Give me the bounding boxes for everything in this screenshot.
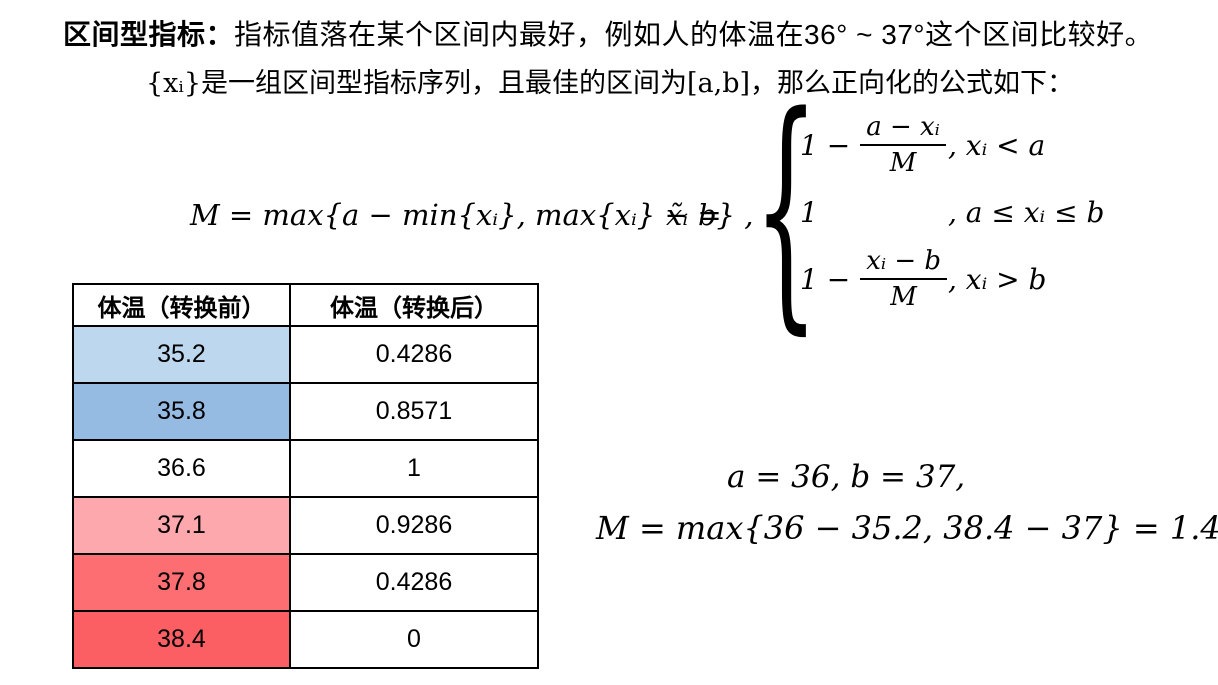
cell-before: 38.4 [72,610,291,669]
header-before: 体温（转换前） [72,283,291,327]
case-pre: 1 − [800,128,851,162]
cell-after: 0.8571 [289,382,539,441]
case-condition: , a ≤ xᵢ ≤ b [948,195,1105,229]
formula-intro-line: {xᵢ}是一组区间型指标序列，且最佳的区间为[a,b]，那么正向化的公式如下： [146,68,1075,99]
cell-after: 0.9286 [289,496,539,555]
m-definition-formula: M = max{a − min{xᵢ}, max{xᵢ} − b} , [190,198,754,232]
cell-after: 0.4286 [289,325,539,384]
table-row: 35.2 0.4286 [72,325,539,384]
table-row: 37.1 0.9286 [72,496,539,555]
cell-after: 0 [289,610,539,669]
table-row: 35.8 0.8571 [72,382,539,441]
case-value: 1 − a − xᵢ M [800,112,948,178]
piecewise-brace: { [748,85,824,337]
cell-after: 0.4286 [289,553,539,612]
x-tilde-equals: x̃ᵢ = [666,198,722,232]
title-line: 区间型指标：指标值落在某个区间内最好，例如人的体温在36° ~ 37°这个区间比… [63,13,1153,53]
fraction-numerator: a − xᵢ [860,112,946,146]
example-ab-values: a = 36, b = 37, [727,459,966,495]
table-header-row: 体温（转换前） 体温（转换后） [72,283,539,327]
case-below-interval: 1 − a − xᵢ M , xᵢ < a [800,112,1104,178]
fraction: a − xᵢ M [860,112,946,178]
title-term: 区间型指标： [63,19,235,50]
case-above-interval: 1 − xᵢ − b M , xᵢ > b [800,246,1104,312]
header-after: 体温（转换后） [289,283,539,327]
curly-brace-glyph: { [753,65,819,357]
case-value: 1 [800,196,948,229]
case-condition: , xᵢ > b [948,262,1047,296]
cell-before: 35.2 [72,325,291,384]
case-within-interval: 1 , a ≤ xᵢ ≤ b [800,196,1104,229]
temperature-table: 体温（转换前） 体温（转换后） 35.2 0.4286 35.8 0.8571 … [72,283,539,669]
fraction-denominator: M [890,282,917,312]
table-row: 38.4 0 [72,610,539,669]
case-value: 1 − xᵢ − b M [800,246,948,312]
cell-before: 37.8 [72,553,291,612]
piecewise-cases: 1 − a − xᵢ M , xᵢ < a 1 , a ≤ xᵢ ≤ b 1 −… [800,112,1104,312]
cell-before: 37.1 [72,496,291,555]
case-pre: 1 [800,195,818,229]
table-row: 37.8 0.4286 [72,553,539,612]
cell-before: 36.6 [72,439,291,498]
cell-after: 1 [289,439,539,498]
example-m-computation: M = max{36 − 35.2, 38.4 − 37} = 1.4 [596,509,1218,547]
title-description: 指标值落在某个区间内最好，例如人的体温在36° ~ 37°这个区间比较好。 [234,19,1154,50]
table-row: 36.6 1 [72,439,539,498]
cell-before: 35.8 [72,382,291,441]
case-pre: 1 − [800,262,851,296]
fraction: xᵢ − b M [860,246,948,312]
case-condition: , xᵢ < a [948,128,1046,162]
fraction-denominator: M [889,148,917,178]
fraction-numerator: xᵢ − b [860,246,948,280]
